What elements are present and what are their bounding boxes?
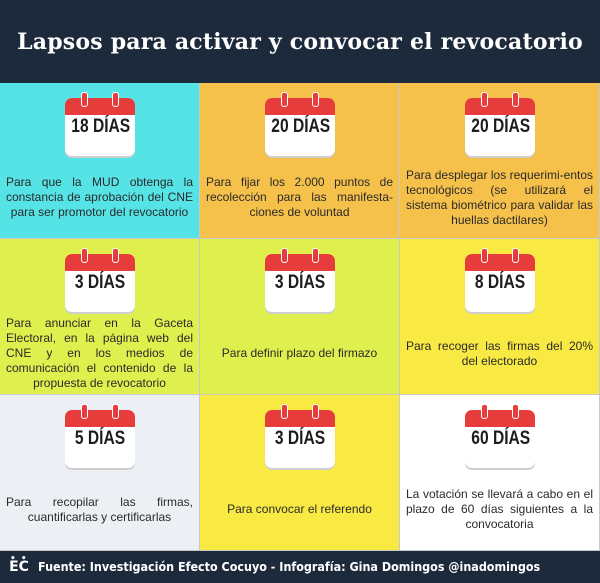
calendar-icon: 3 DÍAS: [265, 404, 335, 468]
cell-description: Para fijar los 2.000 puntos de recolecci…: [206, 175, 393, 219]
calendar-icon: 18 DÍAS: [65, 92, 135, 156]
cell-description: Para anunciar en la Gaceta Electoral, en…: [6, 316, 193, 390]
calendar-icon: 3 DÍAS: [265, 248, 335, 312]
days-label: 18 DÍAS: [71, 116, 131, 137]
cell-8: 3 DÍAS Para convocar el referendo: [200, 395, 400, 551]
days-label: 3 DÍAS: [74, 272, 126, 293]
cell-description: Para recopilar las firmas, cuantificarla…: [6, 494, 193, 524]
days-label: 3 DÍAS: [274, 428, 326, 449]
cell-2: 20 DÍAS Para fijar los 2.000 puntos de r…: [200, 83, 400, 239]
cell-7: 5 DÍAS Para recopilar las firmas, cuanti…: [0, 395, 200, 551]
efecto-cocuyo-logo: • • EC: [9, 554, 29, 576]
cell-description: Para recoger las firmas del 20% del elec…: [406, 338, 593, 368]
days-label: 8 DÍAS: [474, 272, 526, 293]
timeline-grid: 18 DÍAS Para que la MUD obtenga la const…: [0, 83, 600, 551]
cell-3: 20 DÍAS Para desplegar los requerimi-ent…: [400, 83, 600, 239]
calendar-icon: 5 DÍAS: [65, 404, 135, 468]
page-title: Lapsos para activar y convocar el revoca…: [17, 28, 583, 55]
cell-5: 3 DÍAS Para definir plazo del firmazo: [200, 239, 400, 395]
calendar-icon: 3 DÍAS: [65, 248, 135, 312]
cell-1: 18 DÍAS Para que la MUD obtenga la const…: [0, 83, 200, 239]
footer: • • EC Fuente: Investigación Efecto Cocu…: [0, 551, 600, 583]
days-label: 60 DÍAS: [471, 428, 531, 449]
days-label: 5 DÍAS: [74, 428, 126, 449]
cell-description: Para definir plazo del firmazo: [221, 346, 378, 360]
cell-4: 3 DÍAS Para anunciar en la Gaceta Electo…: [0, 239, 200, 395]
cell-description: Para que la MUD obtenga la constancia de…: [6, 175, 193, 219]
days-label: 20 DÍAS: [271, 116, 331, 137]
cell-description: Para desplegar los requerimi-entos tecno…: [406, 167, 593, 227]
cell-9: 60 DÍAS La votación se llevará a cabo en…: [400, 395, 600, 551]
cell-6: 8 DÍAS Para recoger las firmas del 20% d…: [400, 239, 600, 395]
calendar-icon: 20 DÍAS: [265, 92, 335, 156]
calendar-icon: 8 DÍAS: [465, 248, 535, 312]
days-label: 3 DÍAS: [274, 272, 326, 293]
calendar-icon: 20 DÍAS: [465, 92, 535, 156]
cell-description: Para convocar el referendo: [227, 502, 372, 516]
days-label: 20 DÍAS: [471, 116, 531, 137]
header: Lapsos para activar y convocar el revoca…: [0, 0, 600, 83]
calendar-icon: 60 DÍAS: [465, 404, 535, 468]
footer-credits: Fuente: Investigación Efecto Cocuyo - In…: [38, 560, 541, 574]
cell-description: La votación se llevará a cabo en el plaz…: [406, 487, 593, 531]
